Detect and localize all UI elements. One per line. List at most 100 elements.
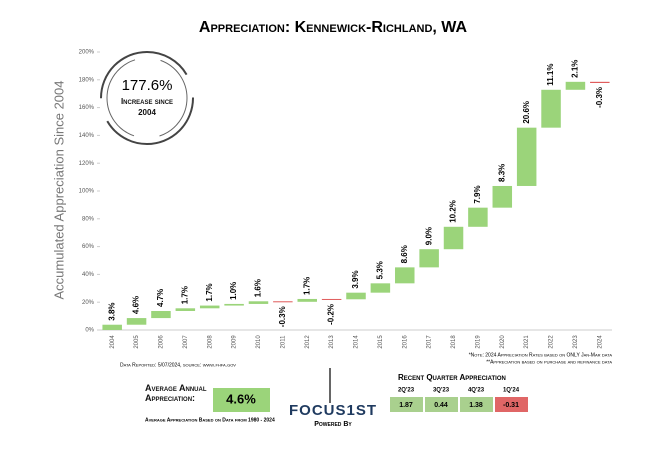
value-label: 8.3% xyxy=(497,164,506,182)
bar xyxy=(126,318,147,325)
chart-title: Appreciation: Kennewick-Richland, WA xyxy=(199,19,468,36)
quarter-label: 1Q'24 xyxy=(503,388,520,394)
y-tick-label: 120% xyxy=(79,161,95,167)
value-label: 3.8% xyxy=(107,302,116,320)
y-tick-label: 100% xyxy=(79,189,95,195)
x-tick-label: 2005 xyxy=(134,335,140,349)
x-tick-label: 2019 xyxy=(475,335,481,349)
quarter-value: 1.38 xyxy=(469,402,483,409)
average-value: 4.6% xyxy=(226,391,256,406)
y-tick-label: 60% xyxy=(82,244,95,250)
annotation-value: 177.6% xyxy=(122,77,173,94)
value-label: 1.0% xyxy=(229,282,238,300)
quarter-label: 2Q'23 xyxy=(398,388,415,394)
bar xyxy=(492,185,513,208)
bar xyxy=(590,81,610,83)
bar xyxy=(273,301,293,303)
value-label: 4.7% xyxy=(156,289,165,307)
bar xyxy=(419,249,439,268)
x-tick-label: 2012 xyxy=(305,335,311,349)
y-tick-label: 80% xyxy=(82,216,95,222)
quarters-title: Recent Quarter Appreciation xyxy=(398,373,506,382)
circle-ring xyxy=(100,51,194,145)
value-label: 1.7% xyxy=(302,277,311,295)
y-tick-label: 140% xyxy=(79,133,95,139)
value-label: 9.0% xyxy=(424,227,433,245)
bar xyxy=(468,207,488,227)
bar xyxy=(297,298,317,302)
x-tick-label: 2014 xyxy=(354,335,360,349)
bar xyxy=(565,81,586,90)
x-tick-label: 2011 xyxy=(280,335,286,349)
x-tick-label: 2010 xyxy=(256,335,262,349)
bar xyxy=(151,310,171,319)
note: **Appreciation based on purchase and ref… xyxy=(486,359,612,365)
average-note: Average Appreciation Based on Data from … xyxy=(145,417,275,423)
value-label: 5.3% xyxy=(375,261,384,279)
value-label: 8.6% xyxy=(400,245,409,263)
quarter-value: 1.87 xyxy=(399,402,413,409)
x-tick-label: 2009 xyxy=(232,335,238,349)
bar xyxy=(370,283,391,293)
y-tick-label: 180% xyxy=(79,77,95,83)
value-label: 20.6% xyxy=(522,101,531,124)
average-box xyxy=(213,388,270,412)
bar xyxy=(346,292,366,300)
y-axis-label: Accumulated Appreciation Since 2004 xyxy=(51,81,66,300)
y-tick-label: 0% xyxy=(85,328,94,334)
x-tick-label: 2021 xyxy=(524,335,530,349)
value-label: -0.3% xyxy=(595,87,604,108)
bar xyxy=(321,298,342,300)
x-tick-label: 2016 xyxy=(402,335,408,349)
bar xyxy=(443,226,464,250)
y-tick-label: 20% xyxy=(82,300,95,306)
x-tick-label: 2004 xyxy=(110,335,116,349)
quarter-label: 4Q'23 xyxy=(468,388,485,394)
value-label: 1.7% xyxy=(205,283,214,301)
x-tick-label: 2006 xyxy=(159,335,165,349)
bar xyxy=(516,127,537,186)
quarter-label: 3Q'23 xyxy=(433,388,450,394)
x-tick-label: 2015 xyxy=(378,335,384,349)
quarter-box xyxy=(390,397,423,412)
value-label: 2.1% xyxy=(571,60,580,78)
x-tick-label: 2008 xyxy=(207,335,213,349)
bar xyxy=(395,267,415,284)
quarter-box xyxy=(460,397,493,412)
bar xyxy=(175,308,196,311)
bar xyxy=(224,303,244,306)
value-label: 11.1% xyxy=(546,64,555,86)
value-label: 10.2% xyxy=(449,200,458,223)
value-label: 4.6% xyxy=(132,296,141,314)
x-tick-label: 2007 xyxy=(183,335,189,349)
bar xyxy=(199,305,220,309)
x-tick-label: 2013 xyxy=(329,335,335,349)
bar xyxy=(102,324,122,330)
y-tick-label: 200% xyxy=(79,50,95,56)
bar xyxy=(248,301,269,304)
x-tick-label: 2023 xyxy=(573,335,579,349)
bar xyxy=(541,89,561,128)
quarter-value: 0.44 xyxy=(434,402,448,409)
x-tick-label: 2022 xyxy=(549,335,555,349)
circle-ring-inner xyxy=(106,57,188,139)
x-tick-label: 2024 xyxy=(597,335,603,349)
value-label: 1.6% xyxy=(254,279,263,297)
quarter-value: -0.31 xyxy=(503,402,519,409)
x-tick-label: 2017 xyxy=(427,335,433,349)
logo-tagline: Powered By xyxy=(314,421,352,428)
quarter-box xyxy=(495,397,528,412)
logo: FOCUS1ST xyxy=(289,402,377,419)
annotation-text: Increase since 2004 xyxy=(120,97,174,117)
value-label: -0.3% xyxy=(278,306,287,327)
value-label: 3.9% xyxy=(351,270,360,288)
note: *Note: 2024 Appreciation Rates based on … xyxy=(469,352,613,358)
x-tick-label: 2020 xyxy=(500,335,506,349)
source: Data Reported: 5/07/2024, source: www.fh… xyxy=(120,362,236,368)
value-label: 1.7% xyxy=(180,286,189,304)
y-tick-label: 160% xyxy=(79,105,95,111)
quarter-box xyxy=(425,397,458,412)
value-label: 7.9% xyxy=(473,185,482,203)
